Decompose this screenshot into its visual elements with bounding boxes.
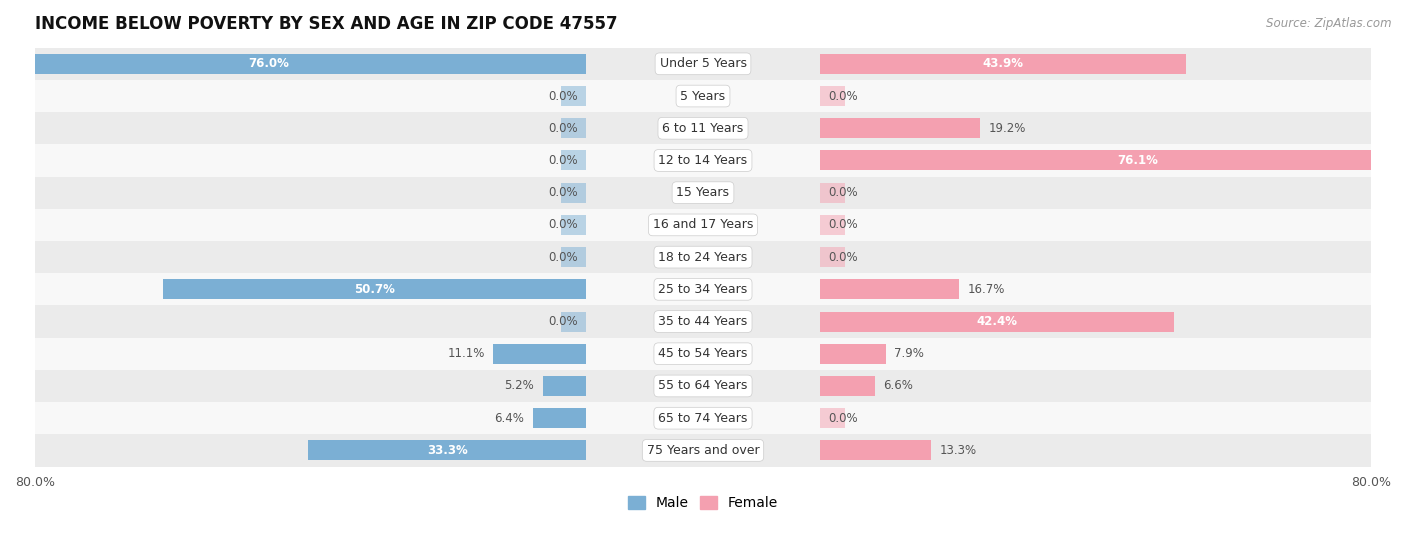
Bar: [18, 402, 1388, 434]
Text: 5 Years: 5 Years: [681, 89, 725, 102]
Text: 0.0%: 0.0%: [548, 154, 578, 167]
Text: 6 to 11 Years: 6 to 11 Years: [662, 122, 744, 135]
Text: 50.7%: 50.7%: [354, 283, 395, 296]
Bar: [18, 370, 1388, 402]
Text: 65 to 74 Years: 65 to 74 Years: [658, 411, 748, 425]
Text: 0.0%: 0.0%: [548, 186, 578, 199]
Bar: [18, 338, 1388, 370]
Bar: [820, 247, 845, 267]
Text: 16 and 17 Years: 16 and 17 Years: [652, 219, 754, 231]
Bar: [820, 119, 980, 138]
Bar: [18, 112, 1388, 144]
Text: 0.0%: 0.0%: [828, 250, 858, 264]
Bar: [533, 408, 586, 428]
Bar: [561, 183, 586, 203]
Bar: [0, 54, 586, 74]
Bar: [820, 54, 1187, 74]
Bar: [820, 86, 845, 106]
Text: 0.0%: 0.0%: [828, 219, 858, 231]
Bar: [308, 440, 586, 461]
Text: 0.0%: 0.0%: [548, 219, 578, 231]
Bar: [18, 80, 1388, 112]
Bar: [543, 376, 586, 396]
Bar: [820, 344, 886, 364]
Text: 0.0%: 0.0%: [828, 411, 858, 425]
Bar: [561, 86, 586, 106]
Text: 11.1%: 11.1%: [447, 347, 485, 360]
Text: 15 Years: 15 Years: [676, 186, 730, 199]
Bar: [494, 344, 586, 364]
Bar: [18, 434, 1388, 467]
Bar: [163, 280, 586, 299]
Bar: [561, 150, 586, 170]
Text: 16.7%: 16.7%: [967, 283, 1005, 296]
Text: 19.2%: 19.2%: [988, 122, 1026, 135]
Text: 76.0%: 76.0%: [249, 58, 290, 70]
Text: 43.9%: 43.9%: [983, 58, 1024, 70]
Bar: [820, 215, 845, 235]
Bar: [820, 376, 875, 396]
Text: 12 to 14 Years: 12 to 14 Years: [658, 154, 748, 167]
Text: 0.0%: 0.0%: [548, 315, 578, 328]
Bar: [820, 408, 845, 428]
Bar: [18, 177, 1388, 209]
Bar: [18, 241, 1388, 273]
Bar: [18, 48, 1388, 80]
Bar: [820, 311, 1174, 331]
Text: 0.0%: 0.0%: [828, 89, 858, 102]
Text: 0.0%: 0.0%: [828, 186, 858, 199]
Bar: [820, 183, 845, 203]
Bar: [561, 311, 586, 331]
Text: 0.0%: 0.0%: [548, 89, 578, 102]
Text: 76.1%: 76.1%: [1118, 154, 1159, 167]
Text: 18 to 24 Years: 18 to 24 Years: [658, 250, 748, 264]
Bar: [820, 280, 959, 299]
Text: 13.3%: 13.3%: [939, 444, 976, 457]
Text: 6.4%: 6.4%: [495, 411, 524, 425]
Text: 42.4%: 42.4%: [976, 315, 1018, 328]
Bar: [820, 150, 1406, 170]
Text: 75 Years and over: 75 Years and over: [647, 444, 759, 457]
Text: 0.0%: 0.0%: [548, 250, 578, 264]
Bar: [561, 215, 586, 235]
Bar: [820, 440, 931, 461]
Text: INCOME BELOW POVERTY BY SEX AND AGE IN ZIP CODE 47557: INCOME BELOW POVERTY BY SEX AND AGE IN Z…: [35, 15, 617, 33]
Bar: [561, 247, 586, 267]
Bar: [18, 209, 1388, 241]
Bar: [18, 144, 1388, 177]
Text: 25 to 34 Years: 25 to 34 Years: [658, 283, 748, 296]
Text: 55 to 64 Years: 55 to 64 Years: [658, 380, 748, 392]
Text: Source: ZipAtlas.com: Source: ZipAtlas.com: [1267, 17, 1392, 30]
Legend: Male, Female: Male, Female: [623, 491, 783, 516]
Text: 0.0%: 0.0%: [548, 122, 578, 135]
Bar: [561, 119, 586, 138]
Bar: [18, 305, 1388, 338]
Bar: [18, 273, 1388, 305]
Text: 45 to 54 Years: 45 to 54 Years: [658, 347, 748, 360]
Text: 33.3%: 33.3%: [426, 444, 467, 457]
Text: 5.2%: 5.2%: [505, 380, 534, 392]
Text: 7.9%: 7.9%: [894, 347, 924, 360]
Text: 6.6%: 6.6%: [883, 380, 914, 392]
Text: Under 5 Years: Under 5 Years: [659, 58, 747, 70]
Text: 35 to 44 Years: 35 to 44 Years: [658, 315, 748, 328]
